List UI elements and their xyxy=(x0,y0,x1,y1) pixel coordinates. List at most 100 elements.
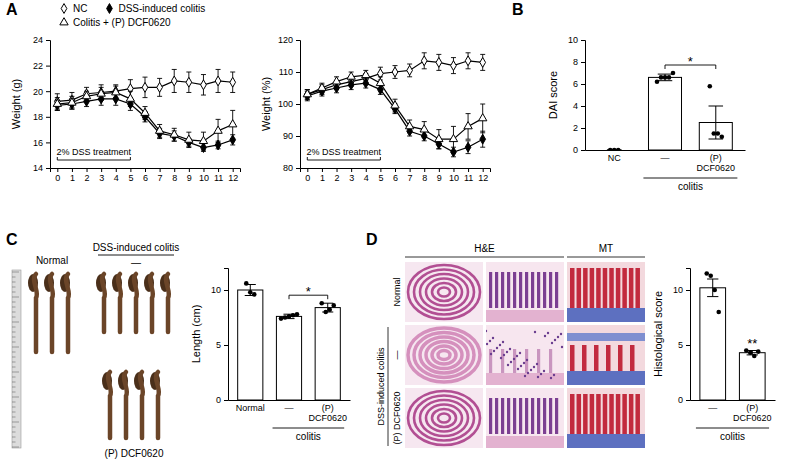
cell xyxy=(530,369,532,371)
colon xyxy=(60,274,70,352)
tissue-ring xyxy=(408,265,480,319)
tick-label: 3 xyxy=(99,173,104,183)
error-bar xyxy=(349,80,354,90)
data-point xyxy=(157,82,163,92)
error-bar-cap xyxy=(466,139,471,140)
tick-label: 12 xyxy=(478,173,488,183)
tick: (P)DCF0620 xyxy=(697,150,736,173)
tick: — xyxy=(285,400,294,413)
crypt xyxy=(525,398,528,434)
error-bar-cap xyxy=(422,52,427,53)
error-bar-cap xyxy=(55,97,60,98)
group-line xyxy=(696,428,769,429)
crypt xyxy=(583,394,588,434)
axis-line xyxy=(581,41,586,151)
histology-image xyxy=(567,325,645,385)
tick: 110 xyxy=(279,67,300,77)
annotation-text: 2% DSS treatment xyxy=(57,147,132,157)
group-label: colitis xyxy=(720,431,745,442)
tick-mark xyxy=(203,168,204,172)
colon-body xyxy=(108,372,111,438)
cell xyxy=(520,365,522,367)
ruler-tick xyxy=(12,337,16,338)
plot-area xyxy=(53,69,237,152)
error-bar-cap xyxy=(393,112,398,113)
tick: 8 xyxy=(172,168,177,183)
cell xyxy=(503,354,505,356)
ruler-tick xyxy=(12,447,19,448)
error-bar xyxy=(393,66,398,79)
colon-body xyxy=(166,274,169,332)
tick-label-line: DCF0620 xyxy=(697,163,736,173)
error-bar-cap xyxy=(186,147,191,148)
plot-area xyxy=(607,71,732,150)
y-axis: 0246810 xyxy=(568,35,586,155)
tissue-ring xyxy=(426,405,462,432)
crypt xyxy=(635,268,640,308)
tick: 20 xyxy=(33,87,50,97)
tissue-ring xyxy=(420,400,468,436)
error-bar-cap xyxy=(305,99,310,100)
data-point xyxy=(155,126,163,133)
significance-label: * xyxy=(688,54,693,69)
error-bar-cap xyxy=(143,106,148,107)
crypt xyxy=(555,272,558,308)
crypt xyxy=(555,398,558,434)
data-point xyxy=(287,314,292,319)
legend-entry: NC xyxy=(61,3,87,14)
error-bar xyxy=(186,72,191,92)
tick-mark xyxy=(174,168,175,172)
tick-label: 6 xyxy=(393,173,398,183)
error-bar xyxy=(363,78,368,88)
error-bar-cap xyxy=(407,132,412,133)
data-point xyxy=(435,134,443,141)
data-point xyxy=(480,134,486,144)
tick-mark xyxy=(366,168,367,172)
plot-area xyxy=(238,281,341,400)
ruler-tick xyxy=(12,332,16,333)
tick-label: — xyxy=(708,403,717,413)
data-point xyxy=(185,135,193,142)
tick: 6 xyxy=(393,168,398,183)
error-bar-cap xyxy=(201,95,206,96)
data-point xyxy=(53,99,61,106)
tick-mark xyxy=(130,168,131,172)
figure: ABCD0123456789101112141618202224Weight (… xyxy=(0,0,790,466)
tick: 10 xyxy=(199,168,209,183)
crypt xyxy=(537,398,540,434)
tick-label: Normal xyxy=(236,403,265,413)
tick-mark xyxy=(46,66,50,67)
data-point xyxy=(378,69,384,79)
error-bar-cap xyxy=(128,110,133,111)
tick: 5 xyxy=(378,168,383,183)
error-bar-cap xyxy=(157,124,162,125)
data-point xyxy=(97,89,105,96)
annotation-text: 2% DSS treatment xyxy=(307,147,382,157)
data-point xyxy=(186,77,192,87)
data-point xyxy=(465,142,471,152)
tick-label: 11 xyxy=(214,173,223,183)
tick: 11 xyxy=(464,168,473,183)
ruler-tick xyxy=(12,347,19,348)
image-background xyxy=(486,325,564,385)
tick: 0 xyxy=(678,395,690,405)
data-point xyxy=(331,303,336,308)
tick-mark xyxy=(57,168,58,172)
y-axis-title: Histological score xyxy=(652,291,664,377)
y-axis-title: Weight (%) xyxy=(260,77,272,131)
group-line xyxy=(273,428,345,429)
tick: 12 xyxy=(478,168,488,183)
error-bar-cap xyxy=(143,77,148,78)
data-point xyxy=(303,90,311,97)
tick-label-line: (P) xyxy=(322,403,334,413)
ruler-tick xyxy=(12,342,16,343)
column-header-line xyxy=(405,257,564,258)
error-bar-cap xyxy=(230,110,235,111)
data-point xyxy=(480,57,486,67)
tick-mark xyxy=(87,168,88,172)
crypt xyxy=(603,394,608,434)
error-bar xyxy=(143,77,148,97)
tick-mark xyxy=(46,91,50,92)
ruler-tick xyxy=(12,387,16,388)
error-bar-cap xyxy=(201,150,206,151)
